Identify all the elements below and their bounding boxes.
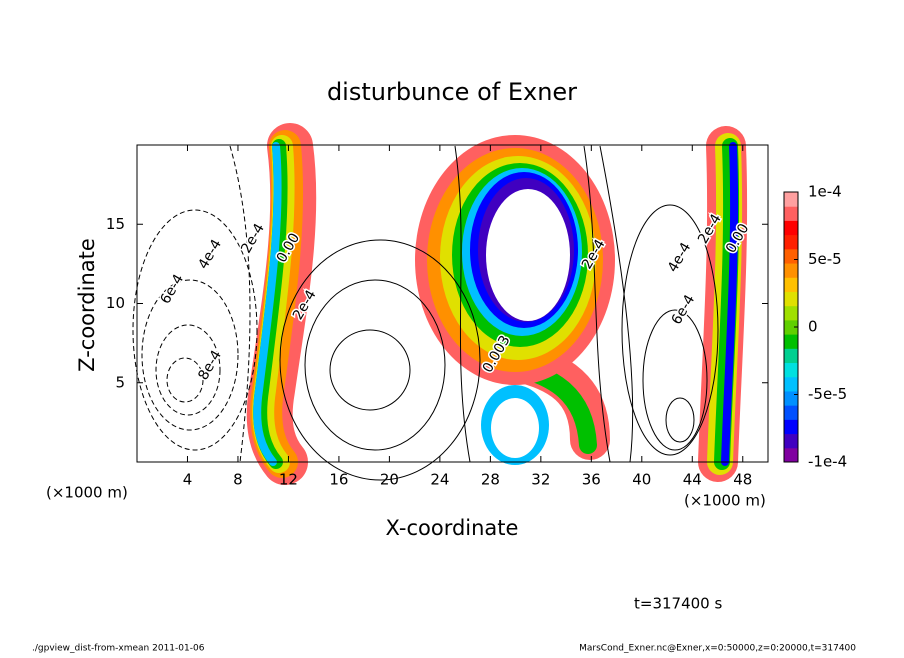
colorbar-band [784,305,798,321]
x-tick-label: 28 [481,471,500,489]
y-tick-label: 5 [115,373,125,391]
contour [132,209,258,451]
x-tick-label: 24 [430,471,449,489]
chart-title: disturbunce of Exner [327,78,577,106]
x-tick-label: 44 [683,471,702,489]
contour [229,145,251,463]
band [253,142,282,466]
colorbar-band [784,263,798,278]
colorbar-band [784,277,798,292]
contour [155,324,221,416]
colorbar-band [784,362,798,378]
x-tick-label: 32 [531,471,550,489]
x-tick-label: 4 [183,471,193,489]
colorbar-band [784,447,798,463]
footer-left: ./gpview_dist-from-xmean 2011-01-06 [32,644,205,654]
colorbar-band [784,206,798,221]
contour-fills [246,123,748,485]
y-unit: (×1000 m) [46,484,128,502]
contour [642,309,708,451]
contour [304,279,446,451]
colorbar-band [784,433,798,449]
colorbar-band [784,319,798,335]
colorbar-tick-label: 5e-5 [808,250,842,268]
contour [166,357,204,403]
colorbar-band [784,390,798,406]
contour-lines [132,145,719,481]
band [486,189,570,321]
contour [599,145,634,463]
contour [279,239,481,481]
colorbar-band [784,248,798,264]
y-axis-label: Z-coordinate [75,238,99,372]
colorbar-band [784,376,798,392]
colorbar-band [784,419,798,435]
colorbar-tick-label: 0 [808,318,818,336]
x-axis-label: X-coordinate [386,516,519,540]
colorbar-band [784,291,798,307]
band [491,398,539,458]
x-tick-label: 40 [632,471,651,489]
x-tick-label: 20 [380,471,399,489]
x-tick-label: 8 [233,471,243,489]
contour [329,329,411,411]
x-tick-label: 36 [582,471,601,489]
contour [665,397,695,443]
x-unit: (×1000 m) [684,492,766,510]
colorbar-tick-label: -5e-5 [808,385,847,403]
contour [583,145,611,463]
y-tick-label: 15 [106,215,125,233]
x-tick-label: 16 [329,471,348,489]
x-tick-label: 12 [279,471,298,489]
colorbar-tick-label: 1e-4 [808,183,842,201]
colorbar-band [784,334,798,349]
colorbar-band [784,220,798,236]
footer-right: MarsCond_Exner.nc@Exner,x=0:50000,z=0:20… [579,644,856,654]
colorbar-band [784,234,798,250]
band [721,142,739,466]
time-label: t=317400 s [634,595,722,613]
colorbar-band [784,348,798,364]
colorbar-band [784,405,798,420]
colorbar-tick-label: -1e-4 [808,453,847,471]
x-tick-label: 48 [733,471,752,489]
contour [141,279,239,431]
contour [454,145,471,463]
y-tick-label: 10 [106,294,125,312]
contour [621,204,719,456]
colorbar-band [784,192,798,207]
